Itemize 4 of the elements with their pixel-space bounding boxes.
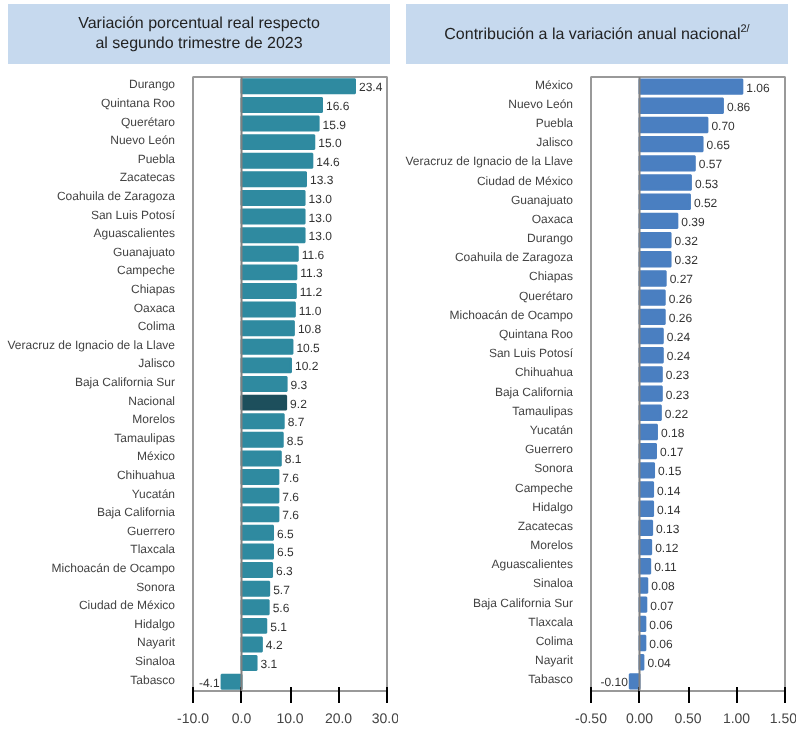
chart-title: Contribución a la variación anual nacional$^{2/}$ bbox=[444, 23, 750, 45]
bar bbox=[240, 394, 288, 411]
bar bbox=[220, 673, 243, 690]
chart-title: Variación porcentual real respecto al segundo trimestre de 2023 bbox=[78, 14, 320, 54]
